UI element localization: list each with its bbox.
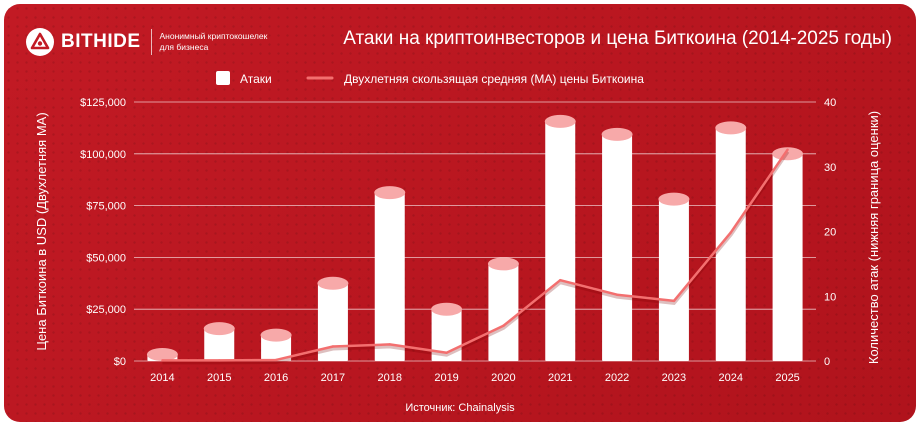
bar-cap: [260, 328, 292, 342]
y-right-tick-label: 30: [824, 162, 836, 174]
y-left-tick-label: $75,000: [86, 201, 126, 213]
bar-attacks: [261, 335, 292, 361]
y-right-tick-label: 10: [824, 291, 836, 303]
bar-attacks: [488, 263, 519, 361]
bar-cap: [772, 147, 804, 161]
y-left-tick-label: $125,000: [80, 97, 126, 109]
bar-cap: [487, 257, 519, 271]
x-tick-label: 2019: [434, 372, 458, 384]
legend-label-attacks: Атаки: [240, 72, 272, 86]
bar-cap: [658, 192, 690, 206]
y-right-tick-label: 20: [824, 227, 836, 239]
x-tick-label: 2021: [548, 372, 572, 384]
brand-tagline-line1: Анонимный криптокошелек: [159, 31, 268, 41]
line-btc-ma: [162, 148, 789, 362]
x-tick-label: 2025: [775, 372, 799, 384]
line-point: [331, 345, 335, 348]
line-point: [274, 358, 278, 362]
y-right-axis-title: Количество атак (нижняя граница оценки): [866, 111, 881, 364]
bar-attacks: [658, 199, 689, 361]
x-tick-label: 2016: [264, 372, 288, 384]
x-tick-label: 2017: [321, 372, 345, 384]
bithide-logo-icon: [26, 28, 54, 56]
bar-attacks: [602, 134, 633, 361]
line-point: [218, 359, 221, 362]
bar-attacks: [715, 127, 746, 362]
x-tick-label: 2014: [150, 372, 174, 384]
brand-tagline: Анонимный криптокошелек для бизнеса: [160, 31, 290, 53]
x-tick-label: 2024: [719, 372, 743, 384]
x-tick-label: 2020: [491, 372, 515, 384]
line-point: [445, 351, 448, 354]
brand-divider: [150, 29, 152, 55]
chart-title: Атаки на криптоинвесторов и цена Биткоин…: [343, 28, 892, 49]
bar-cap: [317, 276, 349, 290]
bar-cap: [601, 127, 633, 141]
line-btc-ma-shadow: [162, 150, 790, 365]
bar-attacks: [204, 328, 235, 361]
line-point: [786, 148, 789, 151]
legend-label-btc-ma: Двухлетняя скользящая средняя (MA) цены …: [344, 72, 644, 86]
brand-name: BITHIDE: [61, 31, 141, 52]
y-left-tick-label: $50,000: [86, 252, 126, 264]
bar-attacks: [772, 153, 803, 361]
x-tick-label: 2023: [662, 372, 686, 384]
bar-cap: [374, 186, 406, 200]
bar-cap: [203, 322, 235, 336]
y-right-tick-label: 40: [824, 97, 836, 109]
y-left-axis-title: Цена Биткоина в USD (Двухлетняя MA): [34, 112, 49, 350]
source-note: Источник: Chainalysis: [405, 402, 515, 414]
line-point: [161, 359, 164, 362]
bar-cap: [431, 302, 463, 316]
x-tick-label: 2022: [605, 372, 629, 384]
brand-logo[interactable]: BITHIDE Анонимный криптокошелек для бизн…: [26, 28, 290, 56]
x-tick-label: 2015: [207, 372, 231, 384]
line-point: [729, 231, 732, 234]
bar-cap: [715, 121, 747, 135]
line-point: [615, 293, 619, 296]
legend-swatch-attacks: [216, 71, 230, 85]
y-left-tick-label: $100,000: [80, 149, 126, 161]
line-point: [388, 343, 391, 346]
bar-attacks: [545, 121, 576, 361]
bar-cap: [544, 114, 576, 128]
bar-attacks: [317, 283, 348, 361]
x-tick-label: 2018: [378, 372, 402, 384]
line-point: [672, 299, 676, 303]
y-right-tick-label: 0: [824, 356, 830, 368]
y-left-tick-label: $25,000: [86, 304, 126, 316]
brand-tagline-line2: для бизнеса: [159, 42, 209, 52]
bar-cap: [146, 348, 178, 362]
line-point: [502, 324, 505, 327]
line-point: [559, 278, 562, 282]
bar-attacks: [374, 192, 405, 361]
y-left-tick-label: $0: [114, 356, 126, 368]
